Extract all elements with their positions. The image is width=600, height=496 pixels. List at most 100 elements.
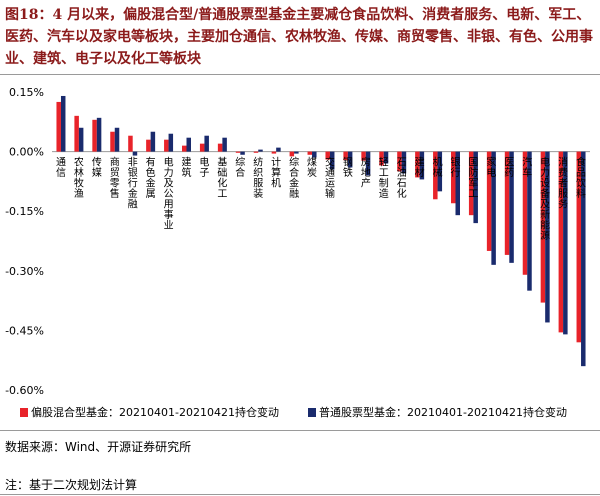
category-label: 食品饮料 xyxy=(576,156,586,201)
divider-top xyxy=(0,74,600,75)
divider-mid xyxy=(0,430,600,431)
bar-series2 xyxy=(473,151,478,224)
bar-series1 xyxy=(343,151,348,161)
bar-series2 xyxy=(78,127,84,152)
bar-series1 xyxy=(74,115,79,152)
bar-series1 xyxy=(504,151,510,255)
y-axis: 0.15% 0.00% -0.15% -0.30% -0.45% -0.60% xyxy=(5,86,44,397)
bar-series2 xyxy=(545,151,550,323)
bar-series1 xyxy=(289,151,295,157)
category-label: 电子 xyxy=(199,156,209,180)
bar-series1 xyxy=(164,139,169,152)
bar-chart: 0.15% 0.00% -0.15% -0.30% -0.45% -0.60% 通信农林牧… xyxy=(5,86,590,397)
bar-series2 xyxy=(347,151,353,168)
category-label: 基础化工 xyxy=(217,156,227,201)
legend-label-series1: 偏股混合型基金：20210401-20210421持仓变动 xyxy=(31,406,279,419)
bar-series2 xyxy=(186,137,191,152)
bar-series2 xyxy=(563,151,568,335)
bar-series2 xyxy=(491,151,496,265)
category-label: 建筑 xyxy=(182,156,192,180)
bar-series1 xyxy=(307,151,313,155)
category-label: 综合金融 xyxy=(289,156,299,201)
category-label: 纺织服装 xyxy=(253,156,263,201)
bar-series1 xyxy=(361,151,366,161)
bar-series2 xyxy=(527,151,532,291)
category-label: 国防军工 xyxy=(468,157,478,201)
bar-series1 xyxy=(397,151,402,172)
legend-label-series2: 普通股票型基金：20210401-20210421持仓变动 xyxy=(319,406,567,419)
category-labels: 通信农林牧渔传媒商贸零售非银行金融有色金属电力及公用事业建筑电子基础化工综合纺织… xyxy=(56,156,586,243)
bar-series2 xyxy=(96,117,102,152)
y-tick-label: 0.15% xyxy=(9,86,44,99)
bar-series1 xyxy=(433,151,438,200)
category-label: 有色金属 xyxy=(146,156,156,201)
category-label: 建材 xyxy=(415,156,425,180)
y-tick-label: -0.30% xyxy=(5,265,44,278)
category-label: 农林牧渔 xyxy=(74,156,84,201)
bar-series2 xyxy=(401,151,407,174)
category-label: 传媒 xyxy=(92,157,102,180)
bar-series1 xyxy=(217,143,223,152)
category-label: 石油石化 xyxy=(397,158,407,201)
legend-item-series2: 普通股票型基金：20210401-20210421持仓变动 xyxy=(308,404,567,420)
y-tick-label: 0.00% xyxy=(9,146,44,159)
legend-swatch-series1 xyxy=(20,407,28,417)
bar-series1 xyxy=(468,151,474,216)
y-tick-label: -0.60% xyxy=(5,384,44,397)
bar-series1 xyxy=(235,151,241,153)
bar-series1 xyxy=(558,151,564,333)
bar-series2 xyxy=(204,135,209,152)
bar-series2 xyxy=(581,151,586,367)
category-label: 医药 xyxy=(504,157,514,180)
divider-bottom xyxy=(0,494,600,495)
bar-series2 xyxy=(437,151,443,192)
category-label: 轻工制造 xyxy=(379,156,389,201)
bar-series2 xyxy=(294,151,299,154)
bar-series1 xyxy=(415,151,420,178)
bar-series1 xyxy=(271,151,277,154)
bar-series1 xyxy=(451,151,456,204)
category-label: 计算机 xyxy=(271,156,281,190)
category-label: 综合 xyxy=(235,156,245,180)
bar-series2 xyxy=(329,151,335,170)
category-label: 电力及公用事业 xyxy=(164,156,174,232)
y-tick-label: -0.15% xyxy=(5,205,44,218)
bar-series1 xyxy=(325,151,330,160)
bar-series2 xyxy=(114,127,120,152)
bar-series2 xyxy=(276,147,281,152)
category-label: 电力设备及新能源 xyxy=(540,156,550,243)
category-label: 银行 xyxy=(451,156,461,180)
bar-series1 xyxy=(182,145,187,152)
bar-series2 xyxy=(312,151,317,158)
category-label: 房地产 xyxy=(361,156,371,190)
bar-series2 xyxy=(222,137,227,152)
bar-series2 xyxy=(132,151,138,156)
bar-series1 xyxy=(576,151,582,343)
bar-series1 xyxy=(522,151,528,275)
bar-series2 xyxy=(365,151,371,176)
bar-series2 xyxy=(258,149,263,152)
bar-series1 xyxy=(128,135,133,152)
bar-series2 xyxy=(419,151,425,180)
bar-series2 xyxy=(240,151,245,155)
category-label: 消费者服务 xyxy=(558,156,568,211)
bar-series1 xyxy=(92,119,97,152)
bar-series2 xyxy=(150,131,156,152)
category-label: 商贸零售 xyxy=(110,156,120,201)
bars-group xyxy=(56,95,586,367)
figure-caption: 图18：4 月以来，偏股混合型/普通股票型基金主要减仓食品饮料、消费者服务、电新… xyxy=(5,7,593,67)
source-note: 数据来源：Wind、开源证券研究所 xyxy=(5,440,192,454)
category-label: 家电 xyxy=(486,156,496,180)
bar-series1 xyxy=(146,139,151,152)
bar-series1 xyxy=(110,131,115,152)
category-label: 机械 xyxy=(433,156,443,180)
bar-series2 xyxy=(509,151,514,263)
category-label: 钢铁 xyxy=(343,156,353,180)
bar-series2 xyxy=(383,151,389,164)
bar-series2 xyxy=(168,133,174,152)
legend-swatch-series2 xyxy=(308,407,316,417)
bar-series1 xyxy=(56,101,61,152)
bar-series1 xyxy=(253,151,259,153)
bar-series2 xyxy=(455,151,460,216)
method-note: 注：基于二次规划法计算 xyxy=(5,478,138,492)
